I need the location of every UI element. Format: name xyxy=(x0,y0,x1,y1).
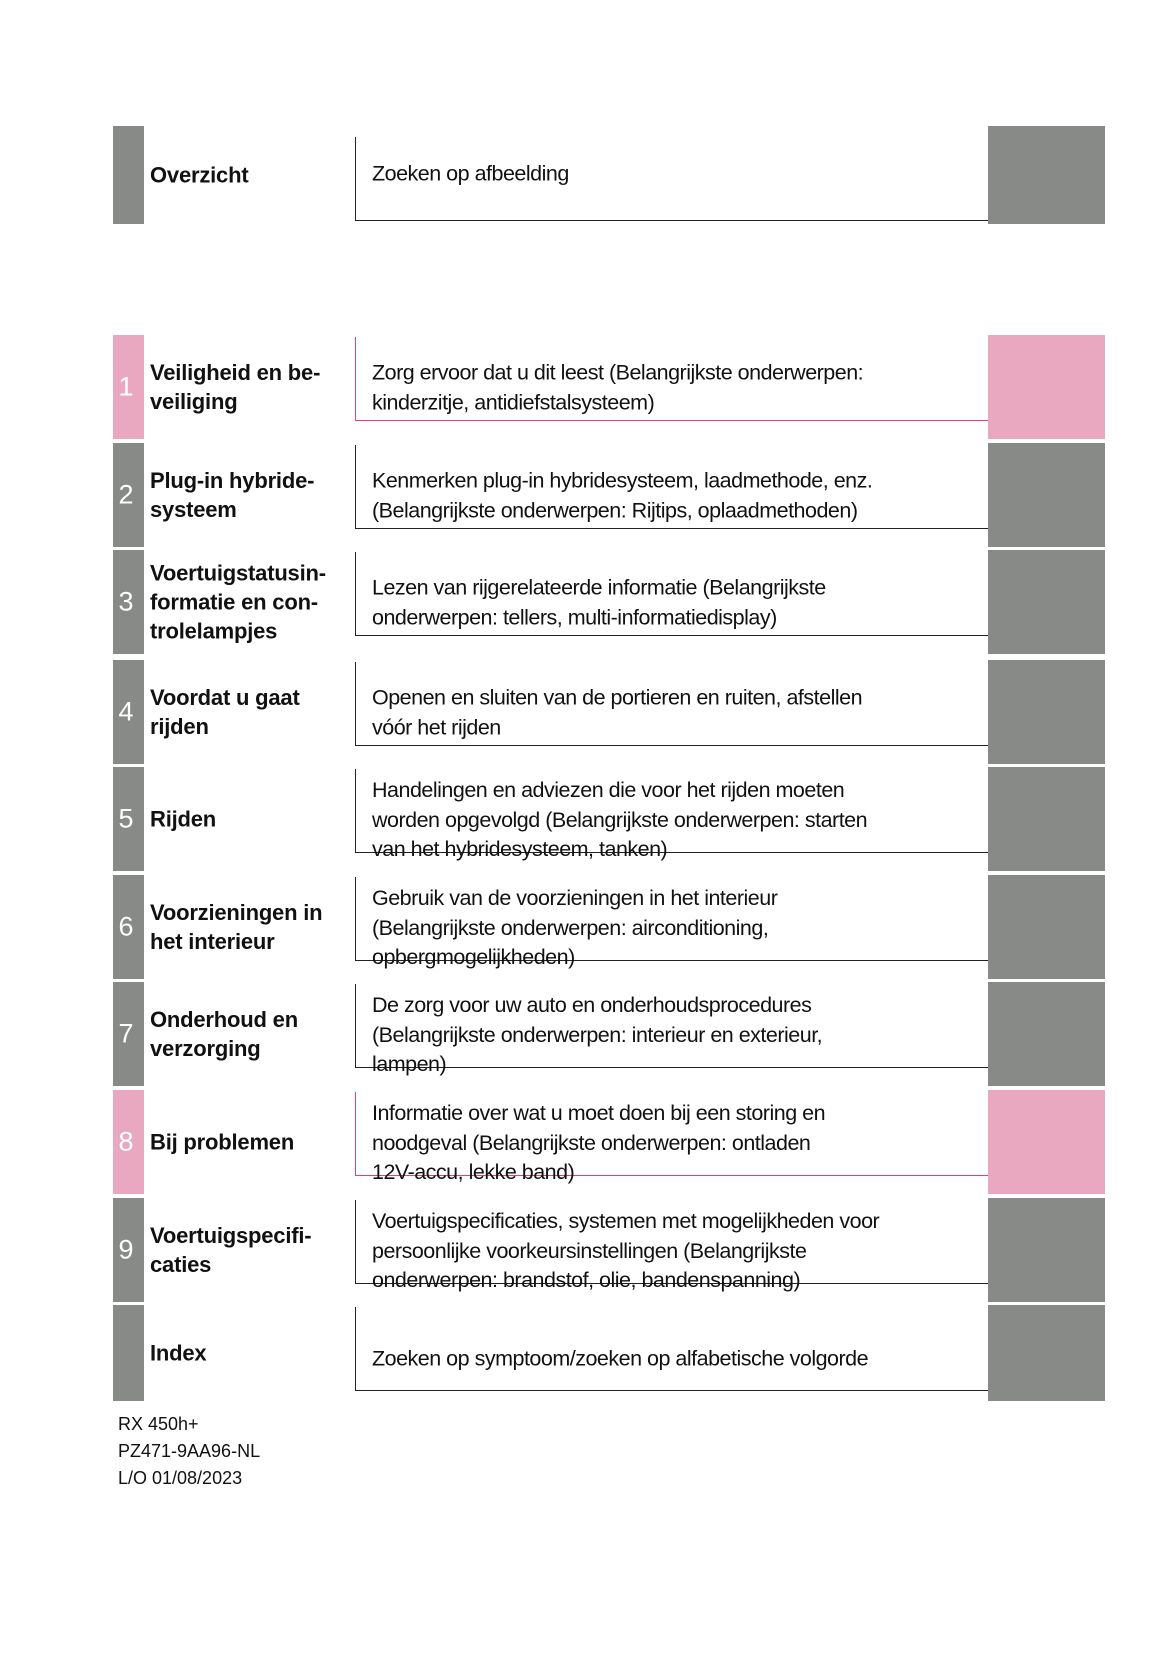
chapter-description: Gebruik van de voorzieningen in het inte… xyxy=(372,885,778,969)
chapter-tab-right[interactable] xyxy=(988,767,1105,871)
chapter-description: Voertuigspecificaties, systemen met moge… xyxy=(372,1208,880,1292)
overview-tab-left xyxy=(113,126,144,224)
chapter-tab-left xyxy=(113,1198,144,1302)
chapter-number: 1 xyxy=(118,371,134,402)
footer-code: PZ471-9AA96-NL xyxy=(118,1441,261,1461)
chapter-row[interactable]: 9 Voertuigspecifi- caties Voertuigspecif… xyxy=(0,1198,1165,1302)
chapter-tab-left xyxy=(113,875,144,979)
chapter-desc-box xyxy=(355,1200,988,1284)
chapter-tab-left xyxy=(113,1305,144,1401)
chapter-number: 3 xyxy=(118,586,134,617)
chapter-desc-box xyxy=(355,662,988,746)
chapter-description: Informatie over wat u moet doen bij een … xyxy=(372,1100,826,1184)
chapter-number: 2 xyxy=(118,479,134,510)
chapter-description: Handelingen en adviezen die voor het rij… xyxy=(372,777,868,861)
chapter-label[interactable]: Index xyxy=(150,1340,207,1366)
chapter-tab-left xyxy=(113,767,144,871)
chapter-tab-left xyxy=(113,982,144,1086)
chapter-tab-right[interactable] xyxy=(988,982,1105,1086)
chapter-desc-box xyxy=(355,552,988,636)
chapter-tab-left xyxy=(113,443,144,547)
chapter-description: De zorg voor uw auto en onderhoudsproced… xyxy=(372,992,823,1076)
chapter-tab-right[interactable] xyxy=(988,1305,1105,1401)
chapter-row[interactable]: Index Zoeken op symptoom/zoeken op alfab… xyxy=(0,1305,1165,1401)
chapter-desc-box xyxy=(355,984,988,1068)
chapter-desc-box xyxy=(355,877,988,961)
chapter-number: 7 xyxy=(118,1018,134,1049)
chapter-number: 4 xyxy=(118,696,134,727)
footer-model: RX 450h+ xyxy=(118,1414,199,1434)
overview-label[interactable]: Overzicht xyxy=(150,162,249,188)
footer: RX 450h+ PZ471-9AA96-NL L/O 01/08/2023 xyxy=(118,1411,260,1492)
chapter-row[interactable]: 6 Voorzieningen in het interieur Gebruik… xyxy=(0,875,1165,979)
chapter-label[interactable]: Voertuigstatusin- formatie en con- trole… xyxy=(150,560,326,644)
overview-tab-right[interactable] xyxy=(988,126,1105,224)
chapter-label[interactable]: Veiligheid en be- veiliging xyxy=(150,360,321,414)
chapter-desc-box xyxy=(355,769,988,853)
chapter-desc-box xyxy=(355,1307,988,1391)
overview-desc-box xyxy=(355,137,988,221)
chapter-description: Lezen van rijgerelateerde informatie (Be… xyxy=(372,575,826,630)
chapter-tab-right[interactable] xyxy=(988,443,1105,547)
chapter-tab-right[interactable] xyxy=(988,550,1105,654)
chapter-tab-right[interactable] xyxy=(988,335,1105,439)
chapter-label[interactable]: Onderhoud en verzorging xyxy=(150,1007,298,1061)
chapter-number: 5 xyxy=(118,803,134,834)
chapter-tab-right[interactable] xyxy=(988,1198,1105,1302)
overview-description: Zoeken op afbeelding xyxy=(372,161,569,186)
chapter-label[interactable]: Voertuigspecifi- caties xyxy=(150,1223,312,1277)
chapter-row[interactable]: 7 Onderhoud en verzorging De zorg voor u… xyxy=(0,982,1165,1086)
chapter-tab-left xyxy=(113,1090,144,1194)
chapter-number: 8 xyxy=(118,1126,134,1157)
chapter-tab-left xyxy=(113,550,144,654)
chapter-description: Openen en sluiten van de portieren en ru… xyxy=(372,685,863,740)
chapter-number: 9 xyxy=(118,1234,134,1265)
chapter-label[interactable]: Voordat u gaat rijden xyxy=(150,685,300,739)
chapter-tab-right[interactable] xyxy=(988,1090,1105,1194)
chapter-description: Kenmerken plug-in hybridesysteem, laadme… xyxy=(372,468,873,523)
chapter-number: 6 xyxy=(118,911,134,942)
chapter-desc-box xyxy=(355,337,988,421)
chapter-row[interactable]: 2 Plug-in hybride- systeem Kenmerken plu… xyxy=(0,443,1165,547)
chapter-label[interactable]: Rijden xyxy=(150,806,217,832)
chapter-tab-right[interactable] xyxy=(988,875,1105,979)
chapter-label[interactable]: Voorzieningen in het interieur xyxy=(150,900,323,954)
chapter-description: Zorg ervoor dat u dit leest (Belangrijks… xyxy=(372,360,864,415)
chapter-row[interactable]: 4 Voordat u gaat rijden Openen en sluite… xyxy=(0,660,1165,764)
chapter-tab-left xyxy=(113,335,144,439)
chapter-desc-box xyxy=(355,445,988,529)
overview-row[interactable]: Overzicht Zoeken op afbeelding xyxy=(0,126,1165,224)
chapter-desc-box xyxy=(355,1092,988,1176)
chapter-row[interactable]: 1 Veiligheid en be- veiliging Zorg ervoo… xyxy=(0,335,1165,439)
chapter-row[interactable]: 5 Rijden Handelingen en adviezen die voo… xyxy=(0,767,1165,871)
chapter-description: Zoeken op symptoom/zoeken op alfabetisch… xyxy=(372,1346,869,1371)
chapter-row[interactable]: 3 Voertuigstatusin- formatie en con- tro… xyxy=(0,550,1165,654)
footer-date: L/O 01/08/2023 xyxy=(118,1468,243,1488)
chapter-label[interactable]: Plug-in hybride- systeem xyxy=(150,468,315,522)
chapter-tab-right[interactable] xyxy=(988,660,1105,764)
chapter-label[interactable]: Bij problemen xyxy=(150,1129,295,1155)
chapter-tab-left xyxy=(113,660,144,764)
chapter-row[interactable]: 8 Bij problemen Informatie over wat u mo… xyxy=(0,1090,1165,1194)
